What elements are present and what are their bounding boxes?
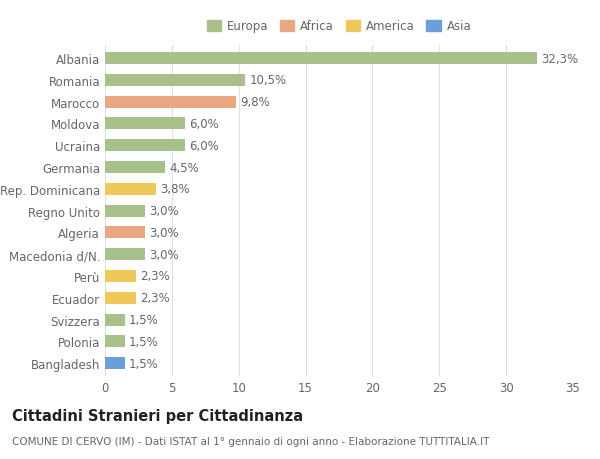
Text: 2,3%: 2,3% [140,270,170,283]
Bar [105,96,236,108]
Bar [105,140,185,152]
Bar [105,118,185,130]
Text: 1,5%: 1,5% [129,313,159,326]
Text: 1,5%: 1,5% [129,335,159,348]
Text: 3,0%: 3,0% [149,248,179,261]
Bar [105,292,136,304]
Bar [105,162,165,174]
Legend: Europa, Africa, America, Asia: Europa, Africa, America, Asia [207,21,471,34]
Bar [105,205,145,217]
Text: 9,8%: 9,8% [240,96,270,109]
Bar [105,336,125,347]
Text: 3,0%: 3,0% [149,226,179,239]
Bar [105,75,245,87]
Text: 1,5%: 1,5% [129,357,159,370]
Text: 6,0%: 6,0% [189,118,219,131]
Bar [105,270,136,282]
Text: 10,5%: 10,5% [250,74,287,87]
Text: 4,5%: 4,5% [169,161,199,174]
Bar [105,227,145,239]
Text: 2,3%: 2,3% [140,291,170,305]
Text: Cittadini Stranieri per Cittadinanza: Cittadini Stranieri per Cittadinanza [12,409,303,424]
Text: 32,3%: 32,3% [541,52,578,66]
Text: 3,8%: 3,8% [160,183,190,196]
Text: 6,0%: 6,0% [189,140,219,152]
Bar [105,358,125,369]
Bar [105,249,145,261]
Bar [105,314,125,326]
Bar [105,53,537,65]
Bar [105,184,156,196]
Text: 3,0%: 3,0% [149,205,179,218]
Text: COMUNE DI CERVO (IM) - Dati ISTAT al 1° gennaio di ogni anno - Elaborazione TUTT: COMUNE DI CERVO (IM) - Dati ISTAT al 1° … [12,436,490,446]
